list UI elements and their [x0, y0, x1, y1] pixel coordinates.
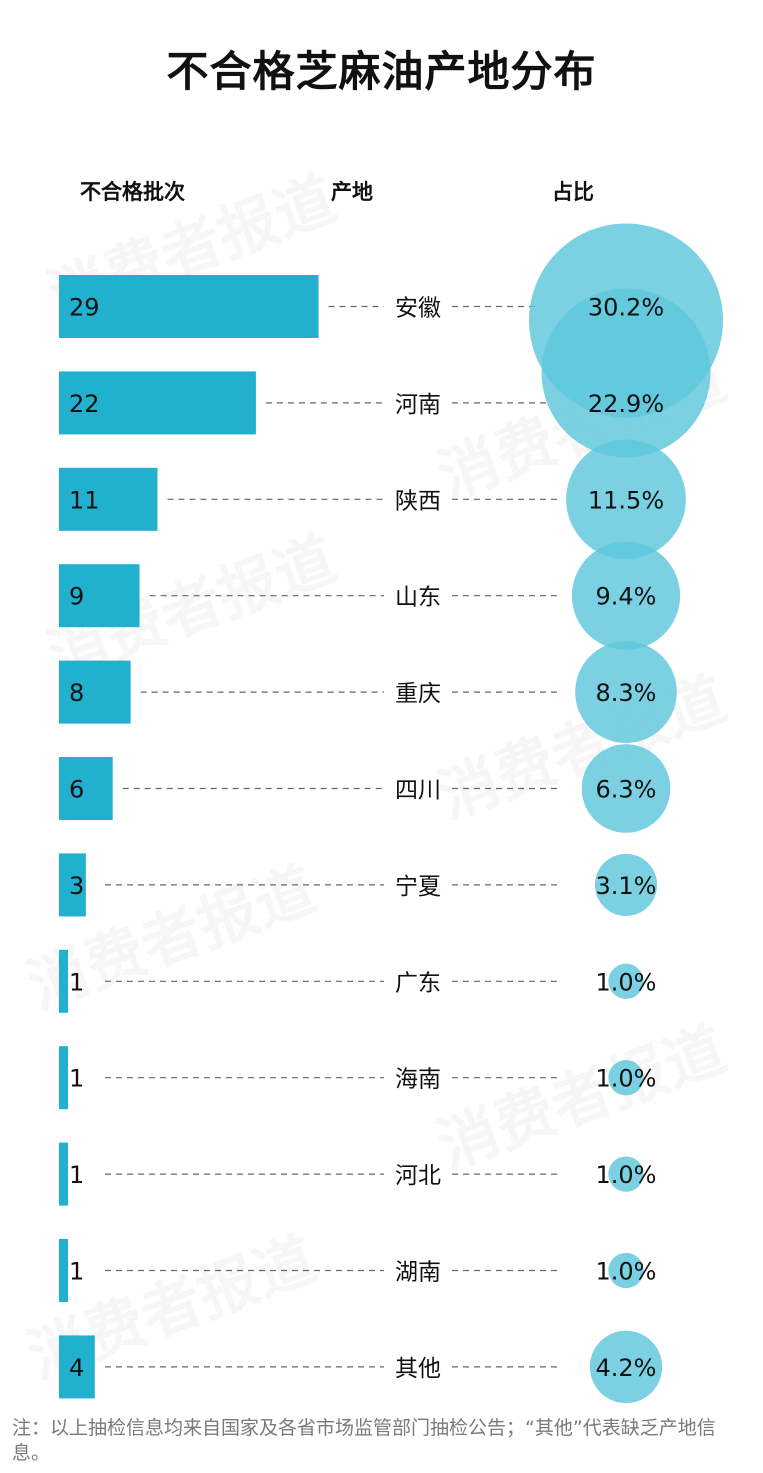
origin-label-2: 陕西	[395, 488, 441, 514]
value-label-0: 29	[69, 294, 100, 322]
bar-5	[59, 757, 113, 820]
bar-8	[59, 1046, 68, 1110]
bubble-9	[608, 1156, 644, 1192]
origin-label-3: 山东	[395, 585, 441, 611]
share-label-10: 1.0%	[596, 1258, 657, 1286]
bubble-1	[541, 288, 711, 458]
share-label-8: 1.0%	[596, 1065, 657, 1093]
bar-10	[59, 1239, 68, 1302]
origin-label-8: 海南	[395, 1067, 441, 1093]
bubble-10	[608, 1252, 644, 1289]
origin-label-7: 广东	[395, 970, 441, 996]
origin-label-10: 湖南	[395, 1260, 441, 1286]
column-header-count: 不合格批次	[80, 180, 185, 204]
share-label-2: 11.5%	[588, 486, 664, 514]
value-label-3: 9	[69, 583, 84, 611]
bubble-8	[608, 1060, 644, 1096]
origin-label-11: 其他	[395, 1356, 441, 1382]
bubble-2	[566, 439, 686, 560]
bar-7	[59, 949, 68, 1013]
share-label-0: 30.2%	[588, 294, 664, 322]
footnote: 注：以上抽检信息均来自国家及各省市场监管部门抽检公告；“其他”代表缺乏产地信息。	[12, 1417, 716, 1464]
bubble-6	[594, 853, 658, 916]
share-label-11: 4.2%	[596, 1354, 657, 1382]
bar-0	[59, 275, 319, 338]
bubble-5	[581, 744, 671, 833]
value-label-4: 8	[69, 679, 84, 707]
value-label-1: 22	[69, 390, 100, 418]
share-label-7: 1.0%	[596, 968, 657, 996]
bubble-4	[575, 641, 677, 743]
bar-3	[59, 564, 140, 628]
column-header-share: 占比	[552, 180, 594, 204]
value-label-2: 11	[69, 486, 100, 514]
column-header-origin: 产地	[331, 180, 373, 204]
bar-6	[59, 853, 86, 917]
origin-label-5: 四川	[395, 778, 441, 804]
value-label-11: 4	[69, 1354, 84, 1382]
leader-line-layer	[105, 305, 560, 1368]
origin-label-0: 安徽	[395, 296, 441, 322]
origin-label-1: 河南	[395, 392, 441, 418]
bubble-3	[571, 541, 681, 650]
value-label-6: 3	[69, 872, 84, 900]
origin-label-9: 河北	[395, 1163, 441, 1189]
value-label-7: 1	[69, 968, 84, 996]
chart-title: 不合格芝麻油产地分布	[166, 47, 597, 96]
bar-11	[59, 1335, 95, 1399]
bar-9	[59, 1142, 68, 1206]
share-label-3: 9.4%	[596, 583, 657, 611]
bubble-layer	[529, 223, 723, 1404]
value-label-10: 1	[69, 1258, 84, 1286]
bar-1	[59, 371, 256, 435]
value-label-8: 1	[69, 1065, 84, 1093]
origin-label-4: 重庆	[395, 681, 441, 707]
value-label-5: 6	[69, 776, 84, 804]
label-layer: 29 安徽 30.2%22 河南 22.9%11 陕西 11.5%9 山东 9.4%8 重庆 8.3…	[69, 294, 664, 1382]
share-label-6: 3.1%	[596, 872, 657, 900]
share-label-4: 8.3%	[596, 679, 657, 707]
share-label-9: 1.0%	[596, 1161, 657, 1189]
bar-2	[59, 467, 158, 531]
value-label-9: 1	[69, 1161, 84, 1189]
share-label-5: 6.3%	[596, 776, 657, 804]
origin-label-6: 宁夏	[395, 874, 441, 900]
bubble-11	[589, 1330, 663, 1404]
share-label-1: 22.9%	[588, 390, 664, 418]
bubble-7	[608, 963, 644, 999]
bar-4	[59, 660, 131, 724]
bar-layer	[59, 275, 319, 1399]
